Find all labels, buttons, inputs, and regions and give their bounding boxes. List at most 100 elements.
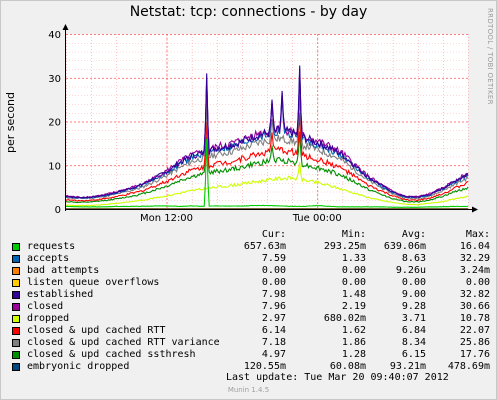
series-cur: 657.63m [243,241,286,252]
series-line-closed-upd-cached-rtt [65,112,469,202]
series-max: 32.82 [459,289,490,300]
legend-row: closed & upd cached RTT 6.14 1.62 6.84 22.07 [12,325,490,337]
series-min: 1.28 [341,349,366,360]
series-min: 2.19 [341,301,366,312]
y-tick-label: 20 [48,118,61,129]
legend-row: closed & upd cached RTT variance 7.18 1.86… [12,337,490,349]
series-min: 1.86 [341,337,366,348]
series-name: closed & upd cached RTT variance [27,337,220,348]
plot-background [66,34,468,209]
legend-header-max: Max: [465,229,490,240]
series-max: 22.07 [459,325,490,336]
series-max: 17.76 [459,349,490,360]
legend-swatch [12,327,20,335]
series-cur: 120.55m [243,361,286,372]
legend-swatch [12,351,20,359]
legend: Cur: Min: Avg: Max: requests 657.63m 293.2… [12,229,490,373]
series-avg: 8.63 [401,253,426,264]
series-avg: 9.26u [395,265,426,276]
legend-swatch [12,315,20,323]
legend-row: closed 7.96 2.19 9.28 30.66 [12,301,490,313]
last-update: Last update: Tue Mar 20 09:40:07 2012 [226,372,449,383]
y-tick-label: 10 [48,161,61,172]
x-tick-label: Tue 00:00 [292,213,342,224]
series-cur: 0.00 [261,277,286,288]
y-tick-label: 0 [55,205,61,216]
series-name: bad attempts [27,265,100,276]
series-min: 0.00 [341,265,366,276]
series-name: closed [27,301,64,312]
legend-header-cur: Cur: [261,229,286,240]
legend-swatch [12,267,20,275]
munin-version: Munin 1.4.5 [227,386,270,394]
legend-swatch [12,303,20,311]
series-avg: 3.71 [401,313,426,324]
series-line-dropped [65,162,469,207]
legend-row: bad attempts 0.00 0.00 9.26u 3.24m [12,265,490,277]
series-avg: 6.15 [401,349,426,360]
series-name: closed & upd cached ssthresh [27,349,196,360]
legend-swatch [12,279,20,287]
series-max: 30.66 [459,301,490,312]
series-cur: 4.97 [261,349,286,360]
series-line-requests [65,138,469,208]
series-cur: 2.97 [261,313,286,324]
series-line-closed-upd-cached-ssthresh [65,131,469,204]
series-cur: 7.18 [261,337,286,348]
series-min: 293.25m [323,241,366,252]
series-avg: 9.28 [401,301,426,312]
series-name: established [27,289,94,300]
series-line-established [65,65,469,199]
legend-row: closed & upd cached ssthresh 4.97 1.28 6.15… [12,349,490,361]
series-avg: 8.34 [401,337,426,348]
series-max: 10.78 [459,313,490,324]
series-name: listen queue overflows [27,277,160,288]
series-max: 0.00 [465,277,490,288]
x-tick-label: Mon 12:00 [140,213,193,224]
series-avg: 93.21m [389,361,426,372]
legend-swatch [12,255,20,263]
series-min: 680.02m [323,313,366,324]
legend-row: dropped 2.97 680.02m 3.71 10.78 [12,313,490,325]
series-avg: 9.00 [401,289,426,300]
series-avg: 0.00 [401,277,426,288]
series-cur: 7.59 [261,253,286,264]
legend-row: established 7.98 1.48 9.00 32.82 [12,289,490,301]
series-name: embryonic dropped [27,361,130,372]
series-max: 32.29 [459,253,490,264]
y-axis-arrow [62,24,69,30]
x-axis-arrow [472,206,478,213]
series-name: closed & upd cached RTT [27,325,166,336]
plot-area: 0 10 20 30 40 Mon 12:00 Tue 00:00 [48,24,478,224]
series-min: 60.08m [329,361,366,372]
series-min: 1.62 [341,325,366,336]
series-name: requests [27,241,76,252]
series-max: 3.24m [459,265,490,276]
series-name: accepts [27,253,70,264]
series-line-closed-upd-cached-rtt-variance [65,96,469,200]
y-tick-label: 30 [48,74,61,85]
chart-title: Netstat: tcp: connections - by day [129,4,368,20]
series-max: 16.04 [459,241,490,252]
legend-swatch [12,339,20,347]
legend-row: requests 657.63m 293.25m 639.06m 16.04 [12,241,490,253]
series-max: 478.69m [447,361,490,372]
legend-swatch [12,291,20,299]
y-tick-label: 40 [48,30,61,41]
series-min: 0.00 [341,277,366,288]
rrdtool-credit: RRDTOOL / TOBI OETIKER [486,8,494,105]
series-name: dropped [27,313,70,324]
series-cur: 7.96 [261,301,286,312]
legend-row: embryonic dropped 120.55m 60.08m 93.21m 478.… [12,361,490,373]
series-cur: 7.98 [261,289,286,300]
series-cur: 6.14 [261,325,286,336]
series-min: 1.33 [341,253,366,264]
legend-header-avg: Avg: [401,229,426,240]
legend-swatch [12,243,20,251]
legend-row: listen queue overflows 0.00 0.00 0.00 0.00 [12,277,490,289]
series-max: 25.86 [459,337,490,348]
legend-header-min: Min: [341,229,366,240]
series-avg: 639.06m [383,241,426,252]
series-cur: 0.00 [261,265,286,276]
series-min: 1.48 [341,289,366,300]
